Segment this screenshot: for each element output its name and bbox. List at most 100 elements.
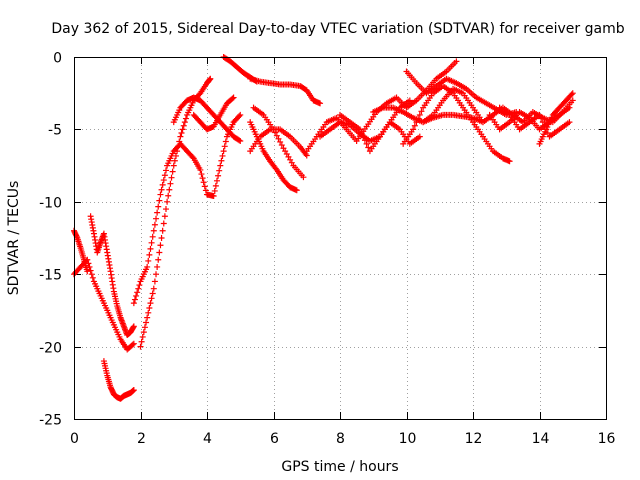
data-point: [236, 113, 243, 120]
data-point: [160, 177, 167, 184]
data-point: [569, 97, 576, 104]
y-tick-label: -10: [39, 196, 62, 212]
data-series: [247, 119, 300, 194]
data-series: [71, 227, 91, 275]
data-point: [138, 338, 145, 345]
data-point: [143, 319, 150, 326]
data-point: [415, 115, 422, 122]
data-point: [536, 111, 543, 118]
data-point: [541, 122, 548, 129]
data-point: [506, 158, 513, 165]
y-tick-label: -20: [39, 341, 62, 357]
data-point: [155, 256, 162, 263]
data-point: [356, 126, 363, 133]
data-point: [178, 130, 185, 137]
data-point: [166, 186, 173, 193]
data-point: [182, 115, 189, 122]
data-point: [145, 309, 152, 316]
tick-labels: 0 2 4 6 8 10 12 14 16 0 -5 -10 -15 -20 -25: [39, 51, 615, 448]
data-point: [171, 157, 178, 164]
data-point: [358, 130, 365, 137]
data-point: [416, 111, 423, 118]
data-point: [413, 119, 420, 126]
data-point: [207, 75, 214, 82]
data-point: [273, 132, 280, 139]
data-point: [165, 192, 172, 199]
data-point: [277, 138, 284, 145]
data-point: [158, 235, 165, 241]
data-point: [544, 130, 551, 137]
data-point: [212, 182, 219, 189]
data-point: [88, 271, 95, 278]
x-tick-label: 4: [203, 431, 212, 447]
data-point: [84, 256, 91, 263]
data-point: [170, 162, 177, 169]
data-point: [230, 94, 237, 101]
data-point: [162, 167, 169, 174]
data-point: [278, 142, 285, 149]
x-tick-label: 0: [70, 431, 79, 447]
data-point: [211, 187, 218, 194]
data-point: [213, 177, 220, 184]
y-tick-label: -25: [39, 413, 62, 429]
plot-frame: [74, 57, 607, 420]
data-point: [181, 119, 188, 126]
data-point: [130, 387, 137, 394]
data-point: [202, 187, 209, 194]
data-point: [85, 260, 92, 267]
data-point: [217, 162, 224, 169]
data-point: [87, 267, 94, 274]
data-point: [199, 175, 206, 182]
data-point: [131, 296, 138, 303]
data-point: [539, 119, 546, 126]
data-point: [410, 126, 417, 133]
data-point: [317, 100, 324, 107]
data-point: [144, 263, 151, 270]
data-point: [216, 167, 223, 174]
data-point: [84, 268, 91, 275]
data-point: [129, 341, 136, 348]
data-series: [130, 111, 244, 307]
data-series: [337, 111, 423, 155]
data-series: [496, 104, 573, 140]
data-point: [154, 209, 161, 216]
data-point: [416, 133, 423, 140]
data-point: [162, 206, 169, 213]
data-point: [293, 187, 300, 194]
data-point: [237, 137, 244, 144]
data-point: [568, 91, 575, 98]
data-point: [86, 263, 93, 270]
data-point: [130, 323, 137, 330]
data-point: [139, 333, 146, 340]
data-point: [133, 292, 140, 299]
data-point: [363, 140, 370, 147]
data-point: [219, 152, 226, 159]
data-point: [189, 154, 196, 161]
data-point: [300, 174, 307, 181]
data-series: [137, 75, 214, 350]
chart-title: Day 362 of 2015, Sidereal Day-to-day VTE…: [51, 21, 624, 37]
x-tick-label: 14: [532, 431, 550, 447]
data-point: [418, 108, 425, 115]
data-point: [155, 203, 162, 210]
data-point: [130, 300, 137, 307]
data-point: [236, 137, 243, 144]
data-point: [177, 133, 184, 140]
data-point: [159, 181, 166, 188]
data-point: [135, 285, 142, 292]
data-point: [156, 197, 163, 204]
data-point: [140, 329, 147, 336]
data-point: [150, 227, 157, 234]
data-point: [201, 183, 208, 190]
data-point: [164, 198, 171, 205]
x-tick-label: 8: [336, 431, 345, 447]
data-point: [147, 300, 154, 307]
x-tick-label: 6: [270, 431, 279, 447]
data-point: [198, 171, 205, 178]
data-point: [157, 191, 164, 198]
data-point: [137, 343, 144, 350]
data-point: [157, 242, 164, 249]
data-point: [141, 324, 148, 331]
data-point: [148, 239, 155, 246]
data-point: [272, 129, 279, 136]
